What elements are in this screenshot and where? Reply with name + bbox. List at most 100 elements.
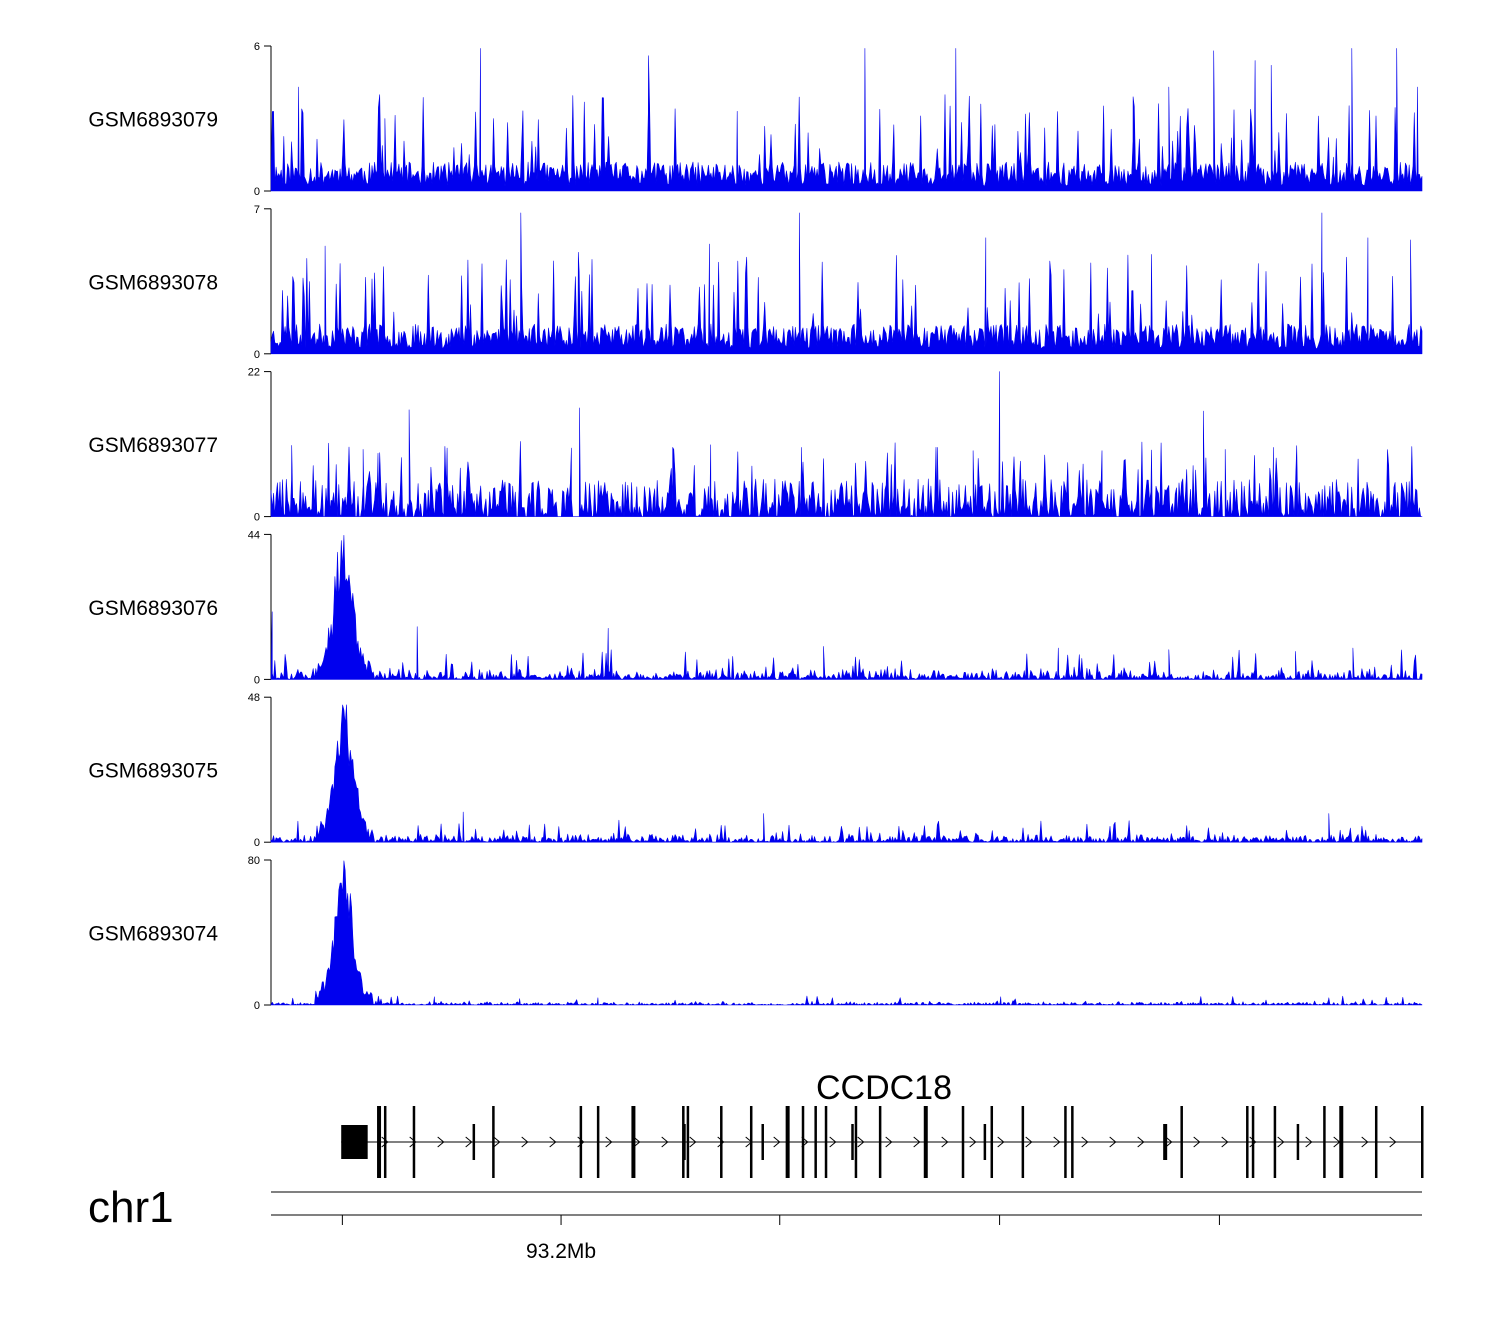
track-label: GSM6893079 [88,109,218,132]
strand-arrow [885,1136,893,1148]
track-label: GSM6893075 [88,760,218,783]
gene-exon [472,1124,476,1160]
strand-arrow [1193,1136,1201,1148]
gene-exon [1251,1106,1255,1178]
gene-exon [961,1106,965,1178]
gene-utr-block [341,1125,368,1159]
track-GSM6893077: GSM6893077 22 0 [88,367,1423,524]
strand-arrow [633,1136,641,1148]
strand-arrow [437,1136,445,1148]
strand-arrow [773,1136,781,1148]
gene-exon [1163,1124,1168,1160]
strand-arrow [1221,1136,1229,1148]
gene-exon [785,1106,790,1178]
coverage-area [270,48,1423,192]
gene-exon [878,1106,882,1178]
strand-arrow [857,1136,865,1148]
strand-arrow [661,1136,669,1148]
strand-arrow [409,1136,417,1148]
strand-arrow [605,1136,613,1148]
gene-track: CCDC18 [341,1069,1424,1178]
strand-arrow [1137,1136,1145,1148]
gene-exon [1296,1124,1300,1160]
gene-exon [1021,1106,1025,1178]
gene-exon [596,1106,600,1178]
track-label: GSM6893078 [88,271,218,294]
coverage-area [270,704,1423,843]
gene-exon [1374,1106,1378,1178]
strand-arrow [829,1136,837,1148]
gene-exon [383,1106,387,1178]
track-label: GSM6893077 [88,434,218,457]
coverage-area [270,371,1423,517]
gene-exon [631,1106,636,1178]
gene-exon [1421,1106,1424,1178]
gene-exon [814,1106,817,1178]
track-y-tick-label: 6 [254,41,260,53]
gene-exon [686,1106,690,1178]
track-y-tick-label: 44 [248,529,260,541]
strand-arrow [1109,1136,1117,1148]
track-GSM6893079: GSM6893079 6 0 [88,41,1423,198]
track-y-tick-label: 0 [254,349,260,361]
axis-tick-label: 93.2Mb [526,1240,596,1263]
track-GSM6893074: GSM6893074 80 0 [88,855,1423,1012]
strand-arrow [521,1136,529,1148]
gene-exon [412,1106,416,1178]
strand-arrow [1361,1136,1369,1148]
track-GSM6893076: GSM6893076 44 0 [88,529,1423,686]
strand-arrow [1053,1136,1061,1148]
track-label: GSM6893074 [88,923,218,946]
coverage-area [270,212,1423,355]
gene-name-label: CCDC18 [816,1069,952,1107]
coverage-tracks: GSM689307960GSM689307870GSM6893077220GSM… [88,41,1423,1012]
gene-exon [720,1106,723,1178]
strand-arrow [969,1136,977,1148]
gene-exon [1339,1106,1344,1178]
strand-arrow [465,1136,473,1148]
track-label: GSM6893076 [88,597,218,620]
track-y-tick-label: 80 [248,855,260,867]
gene-exon [1064,1106,1067,1178]
track-y-tick-label: 0 [254,186,260,198]
strand-arrow [1165,1136,1173,1148]
track-y-tick-label: 0 [254,1000,260,1012]
gene-exon [579,1106,583,1178]
chromosome-label: chr1 [88,1183,174,1232]
gene-exon [1071,1106,1074,1178]
strand-arrow [689,1136,697,1148]
gene-exon [801,1106,805,1178]
gene-exon [682,1106,685,1178]
gene-exon [851,1124,854,1160]
coverage-area [270,860,1423,1006]
gene-exon [990,1106,994,1178]
strand-arrow [1081,1136,1089,1148]
track-y-tick-label: 0 [254,674,260,686]
strand-arrow [997,1136,1005,1148]
gene-exon [1246,1106,1249,1178]
genome-axis: chr1 93.2Mb [88,1183,1422,1263]
gene-exon [983,1124,987,1160]
track-y-tick-label: 22 [248,367,260,379]
gene-exon [1273,1106,1277,1178]
gene-exon [1323,1106,1326,1178]
track-y-tick-label: 7 [254,204,260,216]
track-GSM6893078: GSM6893078 7 0 [88,204,1423,361]
track-y-tick-label: 0 [254,837,260,849]
gene-exon [377,1106,382,1178]
gene-exon [1180,1106,1183,1178]
track-y-tick-label: 0 [254,512,260,524]
track-GSM6893075: GSM6893075 48 0 [88,692,1423,849]
strand-arrow [1305,1136,1313,1148]
strand-arrow [381,1136,389,1148]
track-y-tick-label: 48 [248,692,260,704]
strand-arrow [549,1136,557,1148]
gene-exon [923,1106,928,1178]
gene-exon [492,1106,495,1178]
coverage-area [270,535,1423,680]
strand-arrow [1249,1136,1257,1148]
strand-arrow [1389,1136,1397,1148]
gene-exon [749,1106,753,1178]
strand-arrow [941,1136,949,1148]
